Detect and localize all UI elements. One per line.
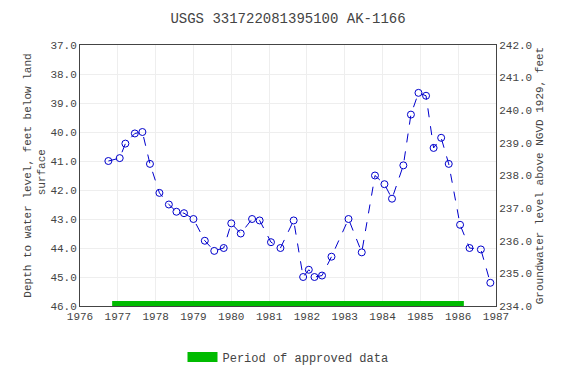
- svg-text:Period of approved data: Period of approved data: [223, 352, 389, 366]
- svg-text:41.0: 41.0: [50, 156, 76, 168]
- svg-text:Groundwater level above NGVD 1: Groundwater level above NGVD 1929, feet: [534, 47, 546, 304]
- svg-text:43.0: 43.0: [50, 214, 76, 226]
- svg-text:1978: 1978: [142, 311, 168, 323]
- svg-text:1984: 1984: [369, 311, 396, 323]
- svg-text:40.0: 40.0: [50, 127, 76, 139]
- svg-text:1980: 1980: [218, 311, 244, 323]
- svg-text:37.0: 37.0: [50, 40, 76, 52]
- svg-text:235.0: 235.0: [499, 268, 532, 280]
- svg-text:236.0: 236.0: [499, 236, 532, 248]
- svg-text:45.0: 45.0: [50, 272, 76, 284]
- svg-text:1977: 1977: [105, 311, 131, 323]
- svg-text:1976: 1976: [67, 311, 93, 323]
- svg-text:38.0: 38.0: [50, 69, 76, 81]
- svg-text:42.0: 42.0: [50, 185, 76, 197]
- svg-text:1987: 1987: [483, 311, 509, 323]
- svg-text:1986: 1986: [445, 311, 471, 323]
- svg-text:1983: 1983: [332, 311, 358, 323]
- svg-text:USGS 331722081395100 AK-1166: USGS 331722081395100 AK-1166: [170, 11, 405, 27]
- svg-text:240.0: 240.0: [499, 105, 532, 117]
- svg-text:241.0: 241.0: [499, 72, 532, 84]
- svg-text:Depth to water level, feet bel: Depth to water level, feet below land su…: [22, 53, 48, 297]
- svg-text:242.0: 242.0: [499, 40, 532, 52]
- svg-text:234.0: 234.0: [499, 301, 532, 313]
- svg-text:44.0: 44.0: [50, 243, 76, 255]
- svg-text:1982: 1982: [294, 311, 320, 323]
- svg-text:237.0: 237.0: [499, 203, 532, 215]
- svg-text:1981: 1981: [256, 311, 283, 323]
- svg-text:1979: 1979: [180, 311, 206, 323]
- svg-text:39.0: 39.0: [50, 98, 76, 110]
- svg-text:46.0: 46.0: [50, 301, 76, 313]
- svg-text:238.0: 238.0: [499, 170, 532, 182]
- svg-text:1985: 1985: [407, 311, 433, 323]
- svg-text:239.0: 239.0: [499, 138, 532, 150]
